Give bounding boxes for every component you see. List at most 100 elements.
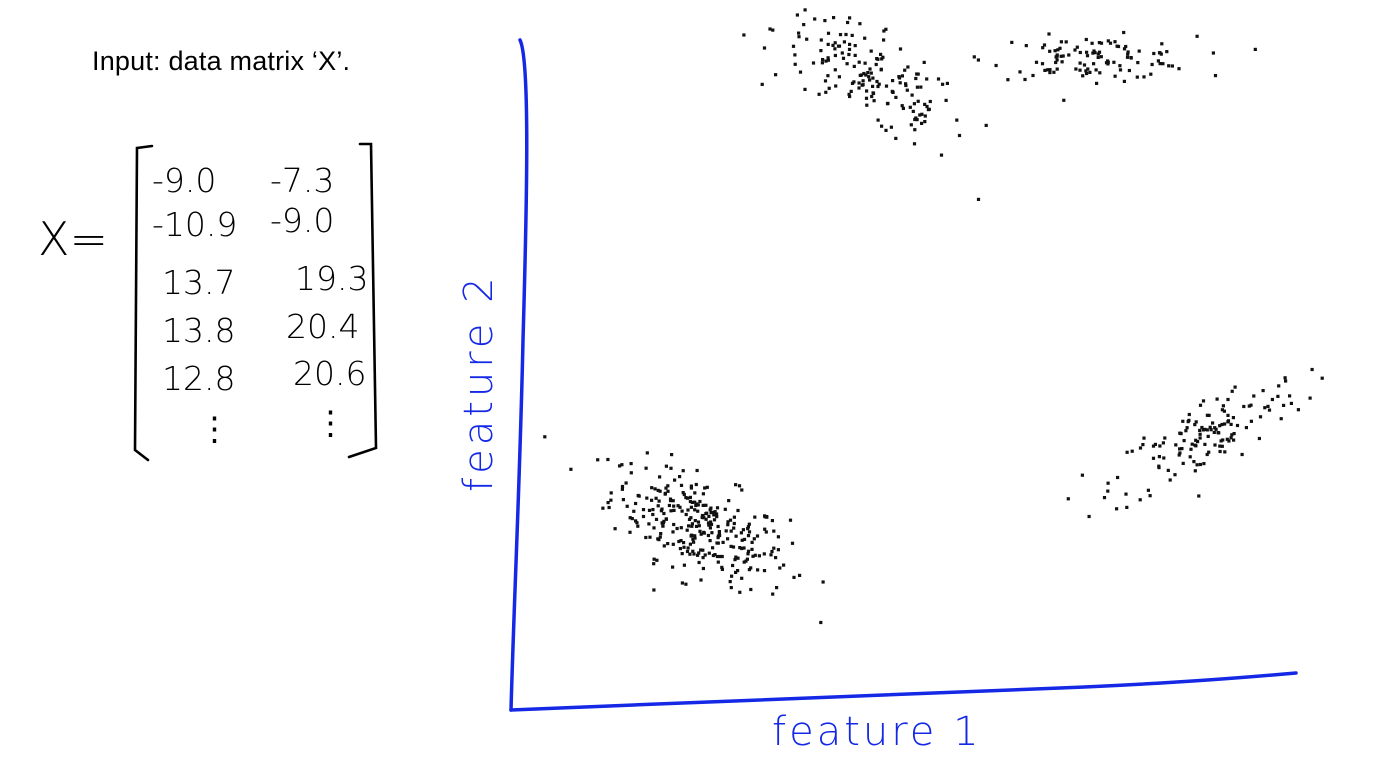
scatter-point bbox=[1198, 432, 1202, 436]
scatter-point bbox=[1151, 444, 1156, 448]
scatter-point bbox=[1225, 437, 1229, 441]
scatter-point bbox=[684, 496, 688, 500]
scatter-point bbox=[1198, 462, 1202, 467]
scatter-point bbox=[1040, 62, 1045, 66]
scatter-point bbox=[632, 509, 636, 513]
scatter-point bbox=[903, 68, 907, 72]
scatter-point bbox=[1247, 404, 1251, 408]
scatter-point bbox=[750, 540, 754, 544]
scatter-point bbox=[747, 568, 751, 572]
scatter-point bbox=[1192, 460, 1196, 464]
scatter-point bbox=[1288, 394, 1292, 398]
scatter-point bbox=[894, 136, 898, 140]
scatter-point bbox=[688, 495, 692, 499]
scatter-point bbox=[689, 486, 693, 490]
scatter-point bbox=[696, 509, 700, 513]
scatter-point bbox=[696, 520, 701, 524]
scatter-point bbox=[1196, 440, 1200, 444]
scatter-point bbox=[1094, 68, 1098, 72]
scatter-point bbox=[923, 114, 927, 118]
scatter-point bbox=[911, 109, 915, 113]
scatter-point bbox=[1122, 30, 1126, 35]
scatter-point bbox=[840, 51, 844, 55]
scatter-point bbox=[686, 508, 690, 512]
scatter-point bbox=[1249, 419, 1253, 423]
scatter-point bbox=[707, 523, 711, 527]
scatter-point bbox=[875, 57, 879, 61]
scatter-point bbox=[833, 53, 837, 58]
scatter-point bbox=[659, 532, 663, 536]
scatter-point bbox=[666, 542, 670, 546]
scatter-point bbox=[880, 57, 884, 61]
scatter-point bbox=[1085, 54, 1090, 58]
scatter-point bbox=[760, 82, 764, 86]
scatter-point bbox=[1062, 98, 1066, 102]
scatter-point bbox=[693, 491, 697, 495]
scatter-point bbox=[1208, 425, 1212, 429]
scatter-point bbox=[750, 547, 754, 551]
scatter-point bbox=[1024, 44, 1028, 48]
scatter-point bbox=[715, 515, 719, 519]
scatter-point bbox=[1207, 413, 1211, 417]
scatter-point bbox=[776, 535, 780, 539]
scatter-point bbox=[609, 498, 613, 502]
scatter-point bbox=[791, 44, 796, 48]
scatter-point bbox=[710, 531, 714, 535]
scatter-point bbox=[1195, 34, 1199, 38]
scatter-point bbox=[1059, 54, 1063, 58]
scatter-point bbox=[726, 520, 730, 524]
scatter-point bbox=[736, 508, 740, 513]
scatter-point bbox=[984, 123, 988, 127]
scatter-point bbox=[1267, 408, 1272, 412]
scatter-point bbox=[676, 504, 680, 508]
scatter-point bbox=[867, 75, 871, 79]
scatter-point bbox=[1078, 61, 1082, 65]
scatter-point bbox=[647, 508, 652, 512]
scatter-point bbox=[1055, 67, 1059, 71]
scatter-point bbox=[912, 142, 917, 146]
scatter-point bbox=[666, 484, 670, 488]
scatter-point bbox=[1230, 389, 1234, 393]
scatter-point bbox=[1178, 447, 1182, 451]
scatter-point bbox=[1099, 55, 1103, 59]
scatter-point bbox=[1200, 425, 1204, 430]
scatter-point bbox=[1059, 40, 1063, 44]
scatter-point bbox=[1099, 41, 1104, 45]
scatter-point bbox=[832, 16, 836, 20]
scatter-point bbox=[879, 68, 883, 72]
scatter-point bbox=[1232, 438, 1236, 442]
scatter-point bbox=[768, 27, 772, 31]
scatter-point bbox=[763, 527, 767, 531]
scatter-point bbox=[884, 128, 888, 132]
scatter-point bbox=[701, 503, 705, 507]
scatter-point bbox=[684, 582, 688, 586]
scatter-point bbox=[850, 33, 854, 37]
scatter-point bbox=[657, 499, 661, 503]
scatter-point bbox=[1018, 70, 1022, 74]
scatter-point bbox=[686, 496, 690, 500]
scatter-point bbox=[630, 517, 634, 521]
scatter-point bbox=[1098, 71, 1102, 75]
scatter-point bbox=[688, 542, 692, 546]
scatter-point bbox=[634, 501, 638, 506]
scatter-point bbox=[871, 91, 875, 95]
scatter-point bbox=[1088, 70, 1092, 74]
scatter-point bbox=[848, 16, 852, 20]
matrix-cell-r2c2: -9.0 bbox=[270, 201, 334, 240]
scatter-point bbox=[746, 552, 750, 556]
scatter-point bbox=[645, 496, 649, 500]
scatter-point bbox=[709, 520, 713, 524]
scatter-point bbox=[650, 486, 654, 490]
scatter-point bbox=[726, 523, 730, 527]
scatter-point bbox=[880, 124, 884, 128]
scatter-point bbox=[897, 76, 902, 80]
scatter-point bbox=[1142, 436, 1146, 440]
scatter-point bbox=[1289, 401, 1293, 405]
scatter-point bbox=[656, 488, 660, 492]
scatter-point bbox=[607, 505, 611, 510]
scatter-point bbox=[905, 88, 909, 92]
scatter-point bbox=[658, 475, 662, 479]
scatter-point bbox=[1218, 424, 1222, 428]
scatter-point bbox=[1086, 67, 1090, 71]
scatter-point bbox=[793, 53, 797, 57]
